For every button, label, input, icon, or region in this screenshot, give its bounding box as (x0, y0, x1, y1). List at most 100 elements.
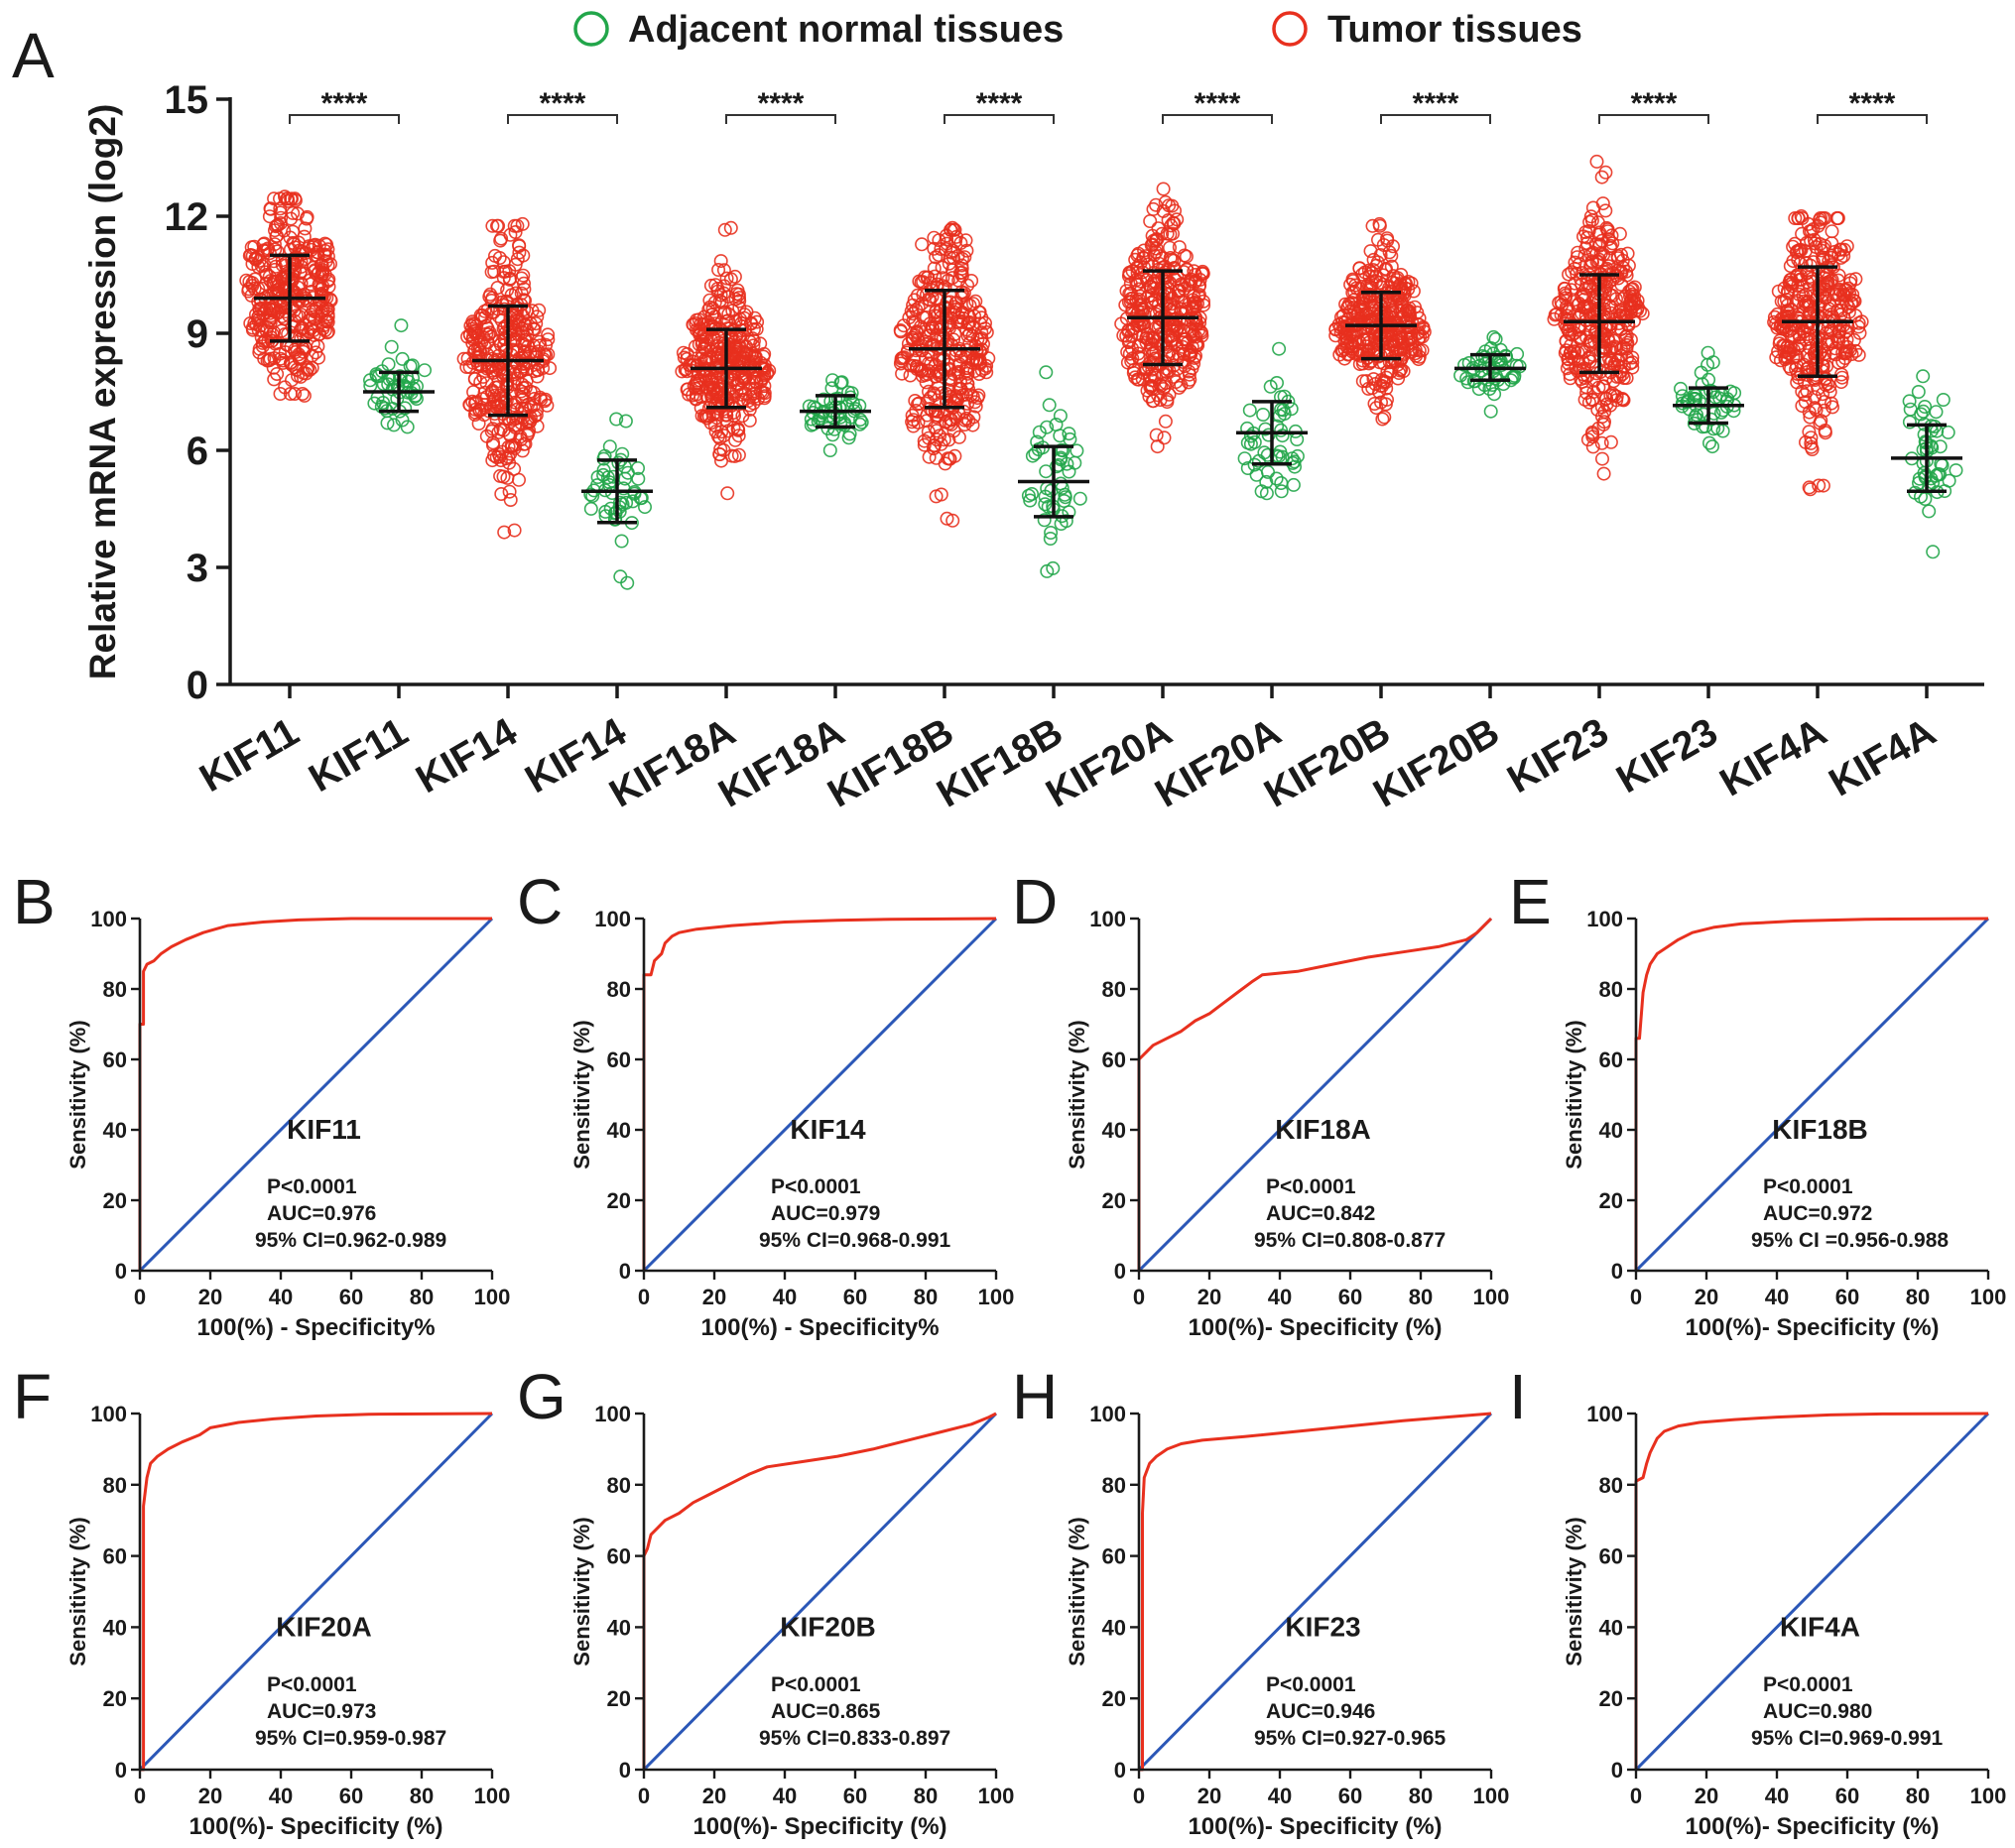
data-point (1816, 250, 1830, 265)
data-point (961, 315, 976, 330)
data-point (474, 335, 489, 350)
data-point (288, 386, 303, 401)
data-point (1559, 333, 1574, 348)
data-point (286, 224, 301, 239)
data-point (957, 413, 972, 428)
data-point (901, 336, 916, 351)
data-point (1700, 345, 1715, 360)
data-point (1564, 345, 1578, 360)
data-point (746, 338, 761, 353)
data-point (1157, 431, 1172, 445)
roc-panel-kif20b: G 00 20 20 40 40 60 60 80 80 100 100 Sensitivity (%)… (517, 1361, 1014, 1840)
reference-diagonal (642, 1412, 998, 1772)
y-tick-label: 40 (103, 1615, 127, 1640)
data-point (717, 222, 732, 237)
data-point (1790, 268, 1805, 283)
significance-stars: **** (1849, 87, 1896, 120)
data-point (1799, 255, 1814, 270)
data-point (408, 388, 423, 403)
x-tick-label: 100 (1473, 1784, 1510, 1808)
x-tick-label: 80 (1409, 1285, 1433, 1309)
data-point (1844, 296, 1859, 310)
data-point (941, 273, 955, 288)
data-point (1049, 459, 1064, 474)
data-point (245, 320, 260, 335)
data-point (1802, 425, 1817, 439)
x-tick-label: 20 (1695, 1285, 1718, 1309)
auc-text: AUC=0.979 (771, 1202, 880, 1225)
data-point (705, 319, 720, 334)
data-point (608, 512, 623, 527)
p-value-text: P<0.0001 (771, 1673, 861, 1696)
data-point (294, 276, 309, 291)
data-point (492, 333, 507, 348)
data-point (1612, 226, 1627, 241)
data-point (900, 345, 915, 360)
reference-diagonal (1137, 1412, 1493, 1772)
data-point (517, 337, 532, 352)
data-point (1612, 305, 1627, 319)
data-point (1285, 451, 1300, 466)
data-point (1256, 407, 1271, 422)
data-point (1574, 272, 1588, 287)
data-point (905, 408, 920, 423)
data-point (291, 235, 306, 250)
legend-normal-label: Adjacent normal tissues (628, 9, 1064, 51)
y-tick-label: 20 (103, 1686, 127, 1711)
data-point (1053, 409, 1068, 424)
x-tick-label: KIF14 (409, 709, 525, 801)
data-point (748, 374, 763, 389)
y-tick-label: 0 (115, 1259, 127, 1284)
data-point (512, 239, 527, 254)
data-point (311, 350, 325, 365)
data-point (1409, 348, 1424, 363)
auc-text: AUC=0.976 (267, 1202, 376, 1225)
data-point (502, 484, 517, 499)
data-point (306, 240, 320, 255)
data-point (1799, 296, 1814, 310)
data-point (1186, 328, 1200, 343)
x-tick-label: 40 (1765, 1285, 1789, 1309)
data-point (1577, 248, 1592, 263)
data-point (922, 449, 937, 464)
data-point (1365, 218, 1380, 233)
data-point (1605, 272, 1620, 287)
x-tick-label: 40 (1268, 1285, 1292, 1309)
data-point (707, 418, 722, 432)
data-point (469, 318, 484, 333)
y-tick-label: 20 (1102, 1188, 1126, 1213)
data-point (1042, 398, 1057, 413)
data-point (260, 353, 275, 368)
data-point (1603, 434, 1618, 449)
data-point (911, 332, 926, 347)
data-point (1681, 394, 1696, 409)
data-point (1269, 471, 1284, 486)
data-point (1580, 369, 1595, 384)
y-tick-label: 40 (1599, 1118, 1623, 1143)
panel-label: H (1012, 1361, 1058, 1432)
data-point (1362, 269, 1377, 284)
data-point (716, 442, 731, 457)
data-point (971, 305, 986, 319)
x-tick-label: 100 (978, 1784, 1015, 1808)
data-point (315, 267, 330, 282)
data-point (1483, 404, 1498, 419)
roc-panel-kif4a: I 00 20 20 40 40 60 60 80 80 100 100 Sensitivity (%)… (1509, 1361, 2006, 1840)
data-point (1125, 321, 1140, 336)
significance-bracket: **** (1162, 87, 1273, 124)
data-point (927, 438, 942, 453)
data-point (516, 248, 531, 263)
y-axis-title: Sensitivity (%) (569, 1020, 594, 1169)
data-point (719, 414, 734, 429)
data-point (613, 569, 628, 584)
data-point (1594, 170, 1609, 185)
p-value-text: P<0.0001 (267, 1175, 357, 1198)
data-point (695, 317, 710, 332)
x-tick-label: 40 (773, 1784, 797, 1808)
x-tick-label: 100 (1473, 1285, 1510, 1309)
x-tick-label: 80 (1906, 1285, 1930, 1309)
data-point (529, 349, 544, 364)
y-tick-label: 60 (607, 1047, 631, 1072)
data-point (320, 307, 335, 321)
data-point (1842, 286, 1857, 301)
